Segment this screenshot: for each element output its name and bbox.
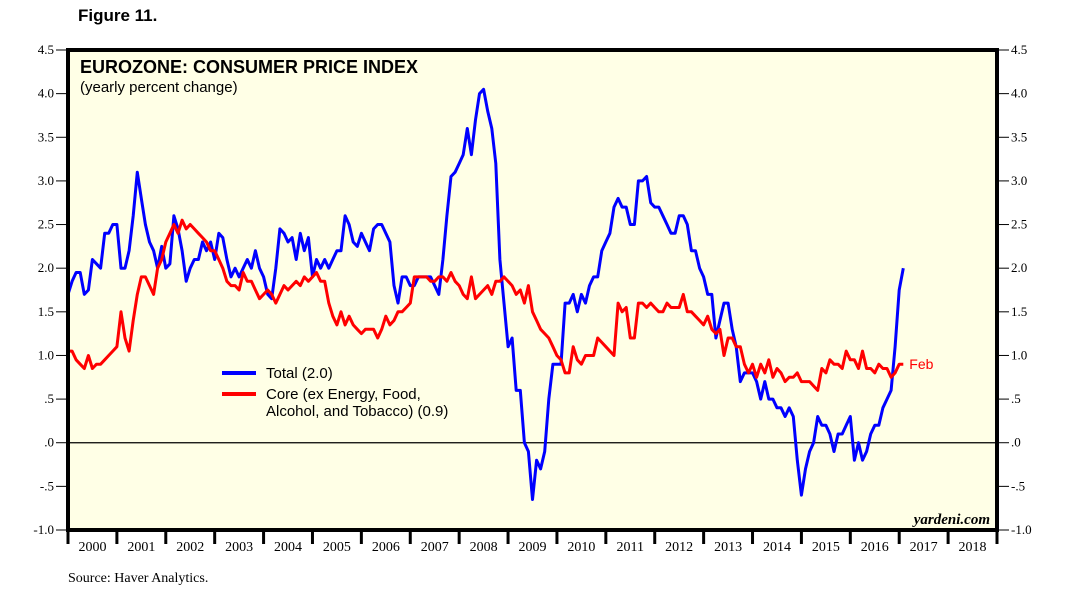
x-tick-label: 2017 bbox=[910, 540, 938, 555]
series-total-line bbox=[66, 87, 905, 501]
y-tick-label-right: 3.0 bbox=[1011, 173, 1027, 188]
y-axis-left: 4.5 4.0 3.5 3.0 2.5 2.0 1.5 1.0 .5 .0 -.5 -1.0 bbox=[33, 42, 68, 537]
x-tick-label: 2016 bbox=[861, 540, 889, 555]
x-tick-label: 2002 bbox=[176, 540, 204, 555]
y-tick-label-right: .0 bbox=[1011, 435, 1021, 450]
y-tick-label-left: 4.0 bbox=[38, 86, 54, 101]
figure-label: Figure 11. bbox=[78, 6, 158, 25]
source-note: Source: Haver Analytics. bbox=[68, 571, 209, 586]
legend-label-core-line1: Core (ex Energy, Food, bbox=[266, 386, 421, 403]
x-tick-label: 2009 bbox=[519, 540, 547, 555]
legend-label-total: Total (2.0) bbox=[266, 365, 333, 382]
x-tick-label: 2012 bbox=[665, 540, 693, 555]
x-tick-label: 2003 bbox=[225, 540, 253, 555]
plot-background bbox=[68, 50, 997, 530]
x-tick-label: 2007 bbox=[421, 540, 449, 555]
y-tick-label-right: 4.0 bbox=[1011, 86, 1027, 101]
y-tick-label-left: -.5 bbox=[40, 478, 54, 493]
x-tick-label: 2010 bbox=[567, 540, 595, 555]
y-tick-label-right: 1.5 bbox=[1011, 304, 1027, 319]
x-axis: 2000 2001 2002 2003 2004 2005 2006 2007 2008 2009… bbox=[66, 530, 999, 555]
y-tick-label-left: 1.0 bbox=[38, 347, 54, 362]
y-tick-label-right: 2.5 bbox=[1011, 217, 1027, 232]
x-tick-label: 2015 bbox=[812, 540, 840, 555]
x-tick-label: 2001 bbox=[127, 540, 155, 555]
legend-label-core-line2: Alcohol, and Tobacco) (0.9) bbox=[266, 403, 448, 420]
x-tick-label: 2013 bbox=[714, 540, 742, 555]
y-tick-label-left: .0 bbox=[44, 435, 54, 450]
y-tick-label-left: 2.5 bbox=[38, 217, 54, 232]
end-label-feb: Feb bbox=[909, 356, 933, 372]
y-axis-right: 4.5 4.0 3.5 3.0 2.5 2.0 1.5 1.0 .5 .0 -.5 -1.0 bbox=[997, 42, 1032, 537]
x-tick-label: 2006 bbox=[372, 540, 400, 555]
y-tick-label-right: 4.5 bbox=[1011, 42, 1027, 57]
chart-title: EUROZONE: CONSUMER PRICE INDEX bbox=[80, 57, 418, 77]
y-tick-label-right: 1.0 bbox=[1011, 347, 1027, 362]
plot-frame bbox=[66, 48, 999, 532]
y-tick-label-left: 1.5 bbox=[38, 304, 54, 319]
x-tick-label: 2018 bbox=[959, 540, 987, 555]
y-tick-label-left: .5 bbox=[44, 391, 54, 406]
x-tick-label: 2011 bbox=[617, 540, 644, 555]
y-tick-label-left: 4.5 bbox=[38, 42, 54, 57]
series-core-line bbox=[68, 218, 904, 392]
y-tick-label-right: .5 bbox=[1011, 391, 1021, 406]
y-tick-label-left: 3.5 bbox=[38, 129, 54, 144]
x-tick-label: 2000 bbox=[78, 540, 106, 555]
x-tick-label: 2004 bbox=[274, 540, 302, 555]
y-tick-label-left: 2.0 bbox=[38, 260, 54, 275]
y-tick-label-left: -1.0 bbox=[33, 522, 54, 537]
x-tick-label: 2005 bbox=[323, 540, 351, 555]
x-tick-label: 2014 bbox=[763, 540, 791, 555]
y-tick-label-right: 2.0 bbox=[1011, 260, 1027, 275]
y-tick-label-left: 3.0 bbox=[38, 173, 54, 188]
y-tick-label-right: -.5 bbox=[1011, 478, 1025, 493]
y-tick-label-right: -1.0 bbox=[1011, 522, 1032, 537]
watermark: yardeni.com bbox=[912, 512, 990, 528]
chart-subtitle: (yearly percent change) bbox=[80, 79, 238, 96]
x-tick-label: 2008 bbox=[470, 540, 498, 555]
series-layer bbox=[66, 87, 905, 501]
y-tick-label-right: 3.5 bbox=[1011, 129, 1027, 144]
legend: Total (2.0) Core (ex Energy, Food, Alcoh… bbox=[222, 365, 448, 420]
